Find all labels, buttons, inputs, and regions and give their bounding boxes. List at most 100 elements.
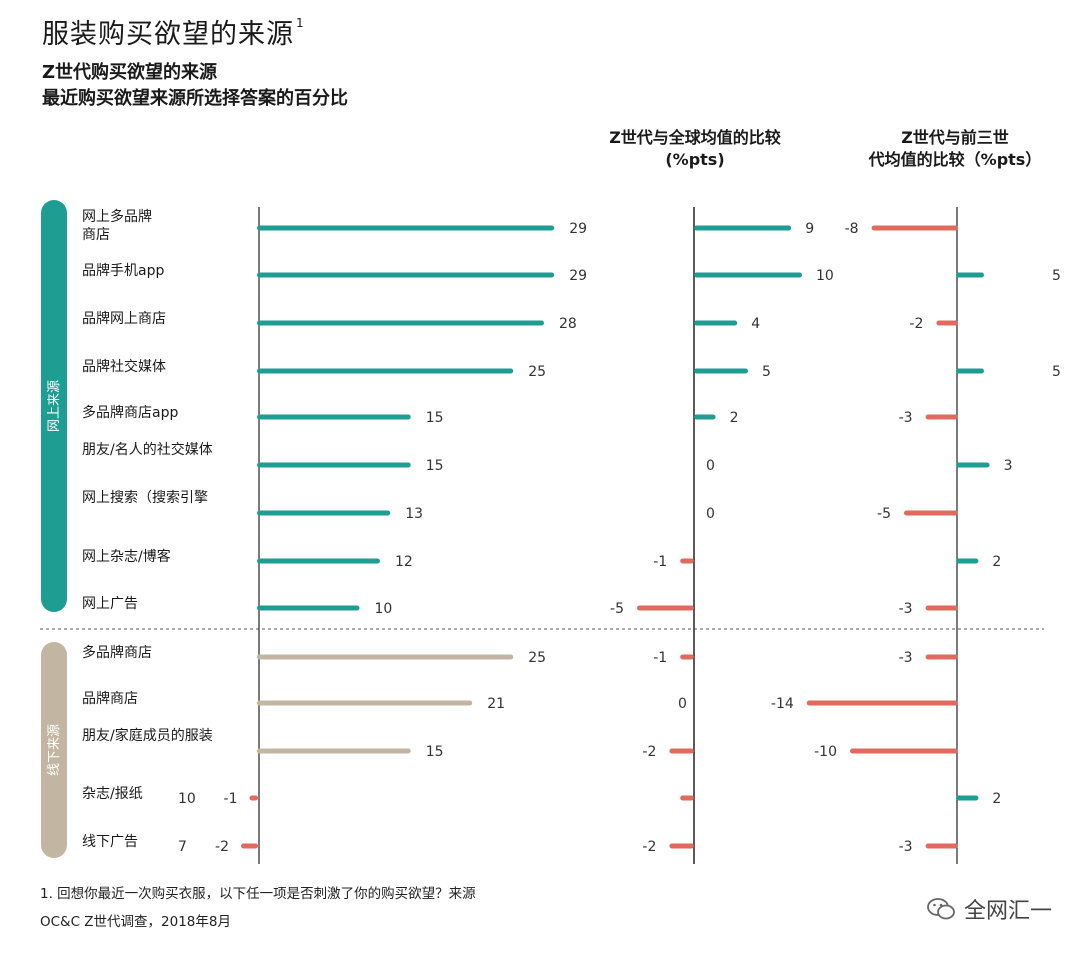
value-vs-global: 0 — [678, 696, 687, 712]
bar-vs-global — [694, 414, 716, 420]
bar-vs-prev — [925, 843, 958, 849]
bar-vs-prev — [956, 368, 984, 374]
bar-share — [257, 654, 514, 660]
value-share: 15 — [426, 458, 444, 474]
value-share: 12 — [395, 554, 413, 570]
watermark: 全网汇一 — [926, 893, 1052, 925]
bar-share-change — [249, 795, 258, 801]
value-vs-prev: -3 — [899, 650, 913, 666]
row-label: 多品牌商店 — [82, 644, 152, 661]
value-share: 15 — [426, 410, 444, 426]
value-share: 29 — [569, 268, 587, 284]
bar-share-change — [241, 843, 258, 849]
col-header-vs-prev-line-1: Z世代与前三世 — [901, 128, 1009, 147]
chart-title: 服装购买欲望的来源 1 — [42, 12, 305, 51]
bar-share — [257, 748, 411, 754]
value-vs-prev: -3 — [899, 410, 913, 426]
footnote-source: OC&C Z世代调查，2018年8月 — [40, 914, 231, 930]
wechat-icon — [927, 898, 955, 920]
group-label-offline: 线下来源 — [47, 724, 62, 776]
bar-vs-global — [680, 558, 694, 564]
title-footnote-mark: 1 — [296, 16, 305, 30]
chart-subtitle: Z世代购买欲望的来源 最近购买欲望来源所选择答案的百分比 — [42, 60, 348, 112]
bar-vs-prev — [956, 272, 984, 278]
value-vs-prev: -2 — [909, 316, 923, 332]
bar-vs-prev — [850, 748, 958, 754]
bar-share — [257, 320, 544, 326]
row-label-line: 商店 — [82, 227, 110, 243]
bar-vs-global — [694, 368, 748, 374]
row-label-line: 网上多品牌 — [82, 208, 152, 225]
bar-share — [257, 414, 411, 420]
bar-vs-prev — [925, 605, 958, 611]
row-label: 朋友/家庭成员的服装 — [82, 727, 213, 744]
subtitle-line-1: Z世代购买欲望的来源 — [42, 62, 218, 83]
value-vs-global: 4 — [751, 316, 760, 332]
value-share: 21 — [487, 696, 505, 712]
subtitle-line-2: 最近购买欲望来源所选择答案的百分比 — [42, 88, 348, 109]
bar-share — [257, 605, 360, 611]
row-label: 杂志/报纸 — [82, 786, 143, 802]
row-label: 网上广告 — [82, 596, 138, 612]
bar-vs-global — [680, 795, 694, 801]
value-vs-prev: 5 — [1052, 364, 1061, 380]
row-label: 网上多品牌商店 — [82, 208, 152, 243]
row-label: 品牌网上商店 — [82, 310, 166, 327]
row-label: 品牌商店 — [82, 690, 138, 707]
value-vs-prev: 2 — [992, 791, 1001, 807]
value-vs-prev: 5 — [1052, 268, 1061, 284]
col-header-vs-prev: Z世代与前三世 代均值的比较（%pts） — [860, 127, 1050, 171]
value-vs-prev: -3 — [899, 601, 913, 617]
value-share: 7 — [178, 839, 187, 855]
bar-vs-prev — [956, 558, 979, 564]
value-vs-prev: 2 — [992, 554, 1001, 570]
value-vs-prev: -8 — [845, 221, 859, 237]
bar-vs-global — [694, 272, 802, 278]
value-share: 29 — [569, 221, 587, 237]
row-label: 网上杂志/博客 — [82, 548, 171, 565]
value-share: 25 — [528, 650, 546, 666]
bar-vs-prev — [956, 462, 990, 468]
value-vs-global: -2 — [642, 744, 656, 760]
value-vs-global: -1 — [653, 554, 667, 570]
value-share: 10 — [375, 601, 393, 617]
value-vs-prev: 3 — [1004, 458, 1013, 474]
bar-vs-global — [669, 748, 694, 754]
value-vs-global: -2 — [642, 839, 656, 855]
group-label-online: 网上来源 — [47, 380, 62, 432]
row-label: 网上搜索（搜索引擎 — [82, 489, 208, 506]
value-share: 15 — [426, 744, 444, 760]
row-label: 品牌社交媒体 — [82, 358, 166, 375]
bar-vs-prev — [904, 510, 958, 516]
bar-share — [257, 272, 555, 278]
value-share-change: -1 — [224, 791, 238, 807]
group-pill-online — [41, 200, 67, 612]
col-header-vs-global-line-1: Z世代与全球均值的比较 — [609, 128, 781, 147]
value-vs-global: -5 — [610, 601, 624, 617]
row-label: 朋友/名人的社交媒体 — [82, 441, 213, 458]
bar-share — [257, 225, 555, 231]
bar-vs-global — [669, 843, 694, 849]
value-vs-global: -1 — [653, 650, 667, 666]
bar-vs-prev — [936, 320, 958, 326]
bar-vs-prev — [925, 654, 958, 660]
row-label: 品牌手机app — [82, 262, 164, 279]
bar-share — [257, 700, 473, 706]
bar-share — [257, 368, 514, 374]
value-vs-global: 0 — [706, 458, 715, 474]
value-share-change: -2 — [215, 839, 229, 855]
value-vs-global: 9 — [805, 221, 814, 237]
value-share: 25 — [528, 364, 546, 380]
row-label: 线下广告 — [82, 834, 138, 850]
bar-vs-global — [680, 654, 694, 660]
value-vs-global: 10 — [816, 268, 834, 284]
col-header-vs-global-line-2: (%pts) — [665, 150, 725, 169]
value-share: 10 — [178, 791, 196, 807]
value-vs-prev: -14 — [771, 696, 794, 712]
bar-vs-global — [694, 225, 792, 231]
value-vs-global: 5 — [762, 364, 771, 380]
bar-vs-prev — [956, 795, 979, 801]
col-header-vs-global: Z世代与全球均值的比较 (%pts) — [590, 127, 800, 171]
footnote-question: 1. 回想你最近一次购买衣服，以下任一项是否刺激了你的购买欲望？来源 — [40, 886, 476, 902]
